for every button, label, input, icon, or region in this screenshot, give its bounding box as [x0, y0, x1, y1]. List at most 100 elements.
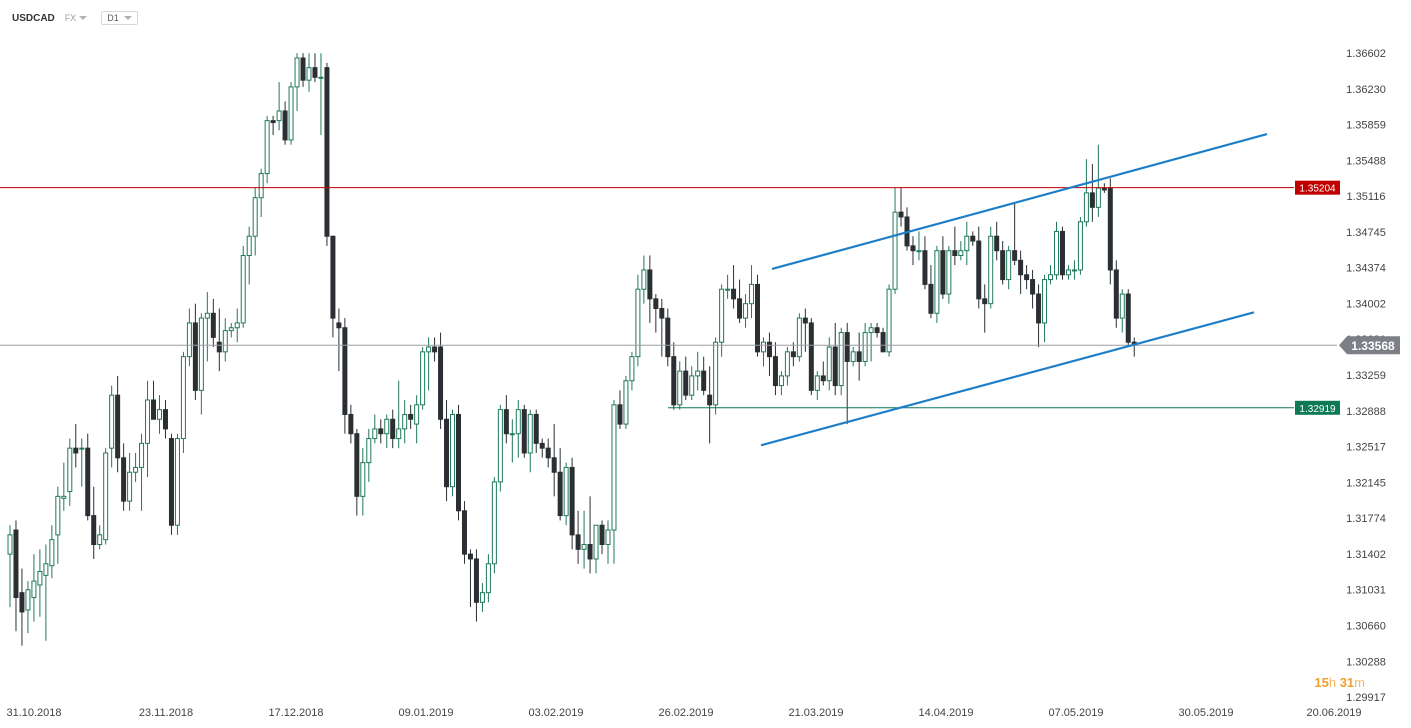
x-tick-label: 31.10.2018	[6, 707, 61, 719]
candle	[832, 322, 838, 396]
candle-body-up	[103, 452, 109, 541]
candle	[300, 53, 306, 87]
candle-body-down	[766, 341, 772, 358]
candle-body-up	[1095, 187, 1101, 208]
candle-body-up	[719, 288, 725, 343]
candle-body-down	[970, 235, 976, 242]
candle-body-up	[563, 466, 569, 517]
candle	[186, 308, 192, 367]
candle-body-down	[790, 351, 796, 358]
candle	[737, 279, 743, 323]
candle	[61, 462, 67, 511]
candle-countdown: 15h 31m	[1314, 675, 1365, 690]
candle	[1012, 202, 1018, 266]
x-tick-label: 14.04.2019	[918, 707, 973, 719]
candle	[162, 399, 168, 439]
candle	[850, 347, 856, 367]
candle-body-up	[222, 330, 228, 353]
timeframe-selector[interactable]: D1	[101, 11, 138, 25]
candle-body-up	[1042, 279, 1048, 324]
candle	[55, 486, 61, 564]
market-selector[interactable]: FX	[65, 13, 88, 23]
candle-body-up	[97, 534, 103, 546]
candle	[701, 356, 707, 396]
candle	[575, 510, 581, 564]
candle	[814, 371, 820, 400]
candle	[970, 231, 976, 246]
candle	[1000, 241, 1006, 285]
candle	[665, 308, 671, 367]
candle-body-down	[994, 235, 1000, 252]
candle	[1024, 265, 1030, 290]
channel-line-upper[interactable]	[771, 133, 1268, 271]
candle	[581, 510, 587, 569]
candle-body-down	[772, 356, 778, 387]
y-tick-label: 1.34374	[1346, 263, 1386, 275]
candle	[743, 294, 749, 328]
candle-body-up	[1065, 269, 1071, 276]
candle-body-up	[288, 86, 294, 141]
candle	[103, 448, 109, 545]
candle-body-up	[725, 288, 731, 291]
candle	[988, 226, 994, 309]
candle	[139, 433, 145, 511]
x-tick-label: 21.03.2019	[788, 707, 843, 719]
candle-body-up	[402, 413, 408, 430]
candle	[928, 265, 934, 319]
candle	[306, 53, 312, 92]
candle-body-up	[527, 413, 533, 454]
candle	[67, 438, 73, 506]
candle-body-down	[503, 409, 509, 435]
candle	[946, 245, 952, 304]
candle	[892, 188, 898, 295]
candle	[121, 443, 127, 511]
y-tick-label: 1.35488	[1346, 155, 1386, 167]
candle-body-up	[862, 332, 868, 362]
candle	[151, 380, 157, 420]
market-label: FX	[64, 13, 77, 23]
y-axis: 1.36602 1.36230 1.35859 1.35488 1.35116 1.347…	[1346, 48, 1386, 704]
candle	[1113, 260, 1119, 328]
candle-body-up	[204, 312, 210, 319]
candle-body-up	[174, 438, 180, 526]
candle-body-up	[611, 404, 617, 531]
candle-body-down	[91, 515, 97, 546]
candle	[73, 424, 79, 468]
candle	[976, 226, 982, 309]
candle	[886, 284, 892, 357]
candle-body-down	[192, 322, 198, 391]
candle	[880, 327, 886, 353]
candle-body-up	[886, 288, 892, 353]
candle	[1018, 250, 1024, 295]
candle-body-up	[43, 563, 49, 576]
symbol-label[interactable]: USDCAD	[12, 12, 55, 24]
candle	[1048, 265, 1054, 285]
candle-body-up	[749, 283, 755, 305]
candle	[856, 332, 862, 381]
candle	[246, 226, 252, 285]
channel-line-lower[interactable]	[760, 311, 1255, 447]
candle	[408, 404, 414, 429]
candle-body-up	[276, 110, 282, 122]
x-tick-label: 17.12.2018	[268, 707, 323, 719]
candle-body-up	[366, 438, 372, 464]
x-tick-label: 23.11.2018	[139, 707, 193, 719]
y-tick-label: 1.32145	[1346, 477, 1386, 489]
candle-body-down	[587, 544, 593, 560]
candle	[653, 294, 659, 333]
candle	[749, 265, 755, 319]
candle	[115, 375, 121, 473]
candle-body-down	[844, 332, 850, 362]
candle	[414, 395, 420, 444]
candle	[790, 342, 796, 367]
candle	[354, 428, 360, 516]
candle-body-down	[1000, 250, 1006, 281]
y-tick-label: 1.29917	[1346, 692, 1386, 704]
candle	[180, 351, 186, 453]
candle-body-up	[198, 317, 204, 391]
candle-body-up	[958, 250, 964, 256]
candle-body-down	[808, 322, 814, 391]
candle-body-up	[796, 317, 802, 358]
candle	[527, 409, 533, 473]
